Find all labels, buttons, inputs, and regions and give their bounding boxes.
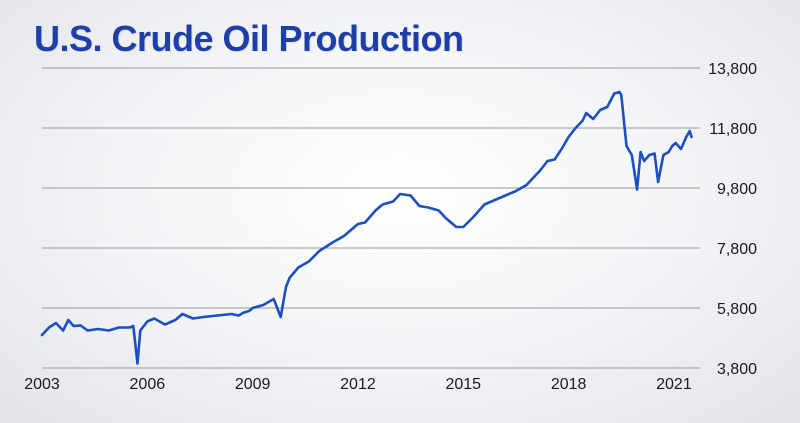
x-tick-label: 2012 [340, 376, 376, 393]
y-tick-label: 11,800 [709, 121, 757, 138]
y-tick-label: 3,800 [717, 361, 757, 378]
x-tick-label: 2003 [24, 376, 60, 393]
chart-title: U.S. Crude Oil Production [34, 18, 464, 59]
x-tick-label: 2015 [445, 376, 481, 393]
y-tick-label: 13,800 [708, 61, 757, 78]
series-line [40, 90, 693, 365]
x-tick-label: 2021 [656, 376, 692, 393]
gridlines [42, 67, 700, 369]
y-axis: 3,800 5,800 7,800 9,800 11,800 13,800 [708, 61, 757, 378]
x-tick-label: 2006 [130, 376, 166, 393]
x-axis: 2003 2006 2009 2012 2015 2018 2021 [24, 376, 692, 393]
y-tick-label: 9,800 [717, 181, 757, 198]
series-group [40, 90, 693, 365]
y-tick-label: 5,800 [717, 301, 757, 318]
x-tick-label: 2018 [551, 376, 587, 393]
y-tick-label: 7,800 [717, 241, 757, 258]
x-tick-label: 2009 [235, 376, 271, 393]
